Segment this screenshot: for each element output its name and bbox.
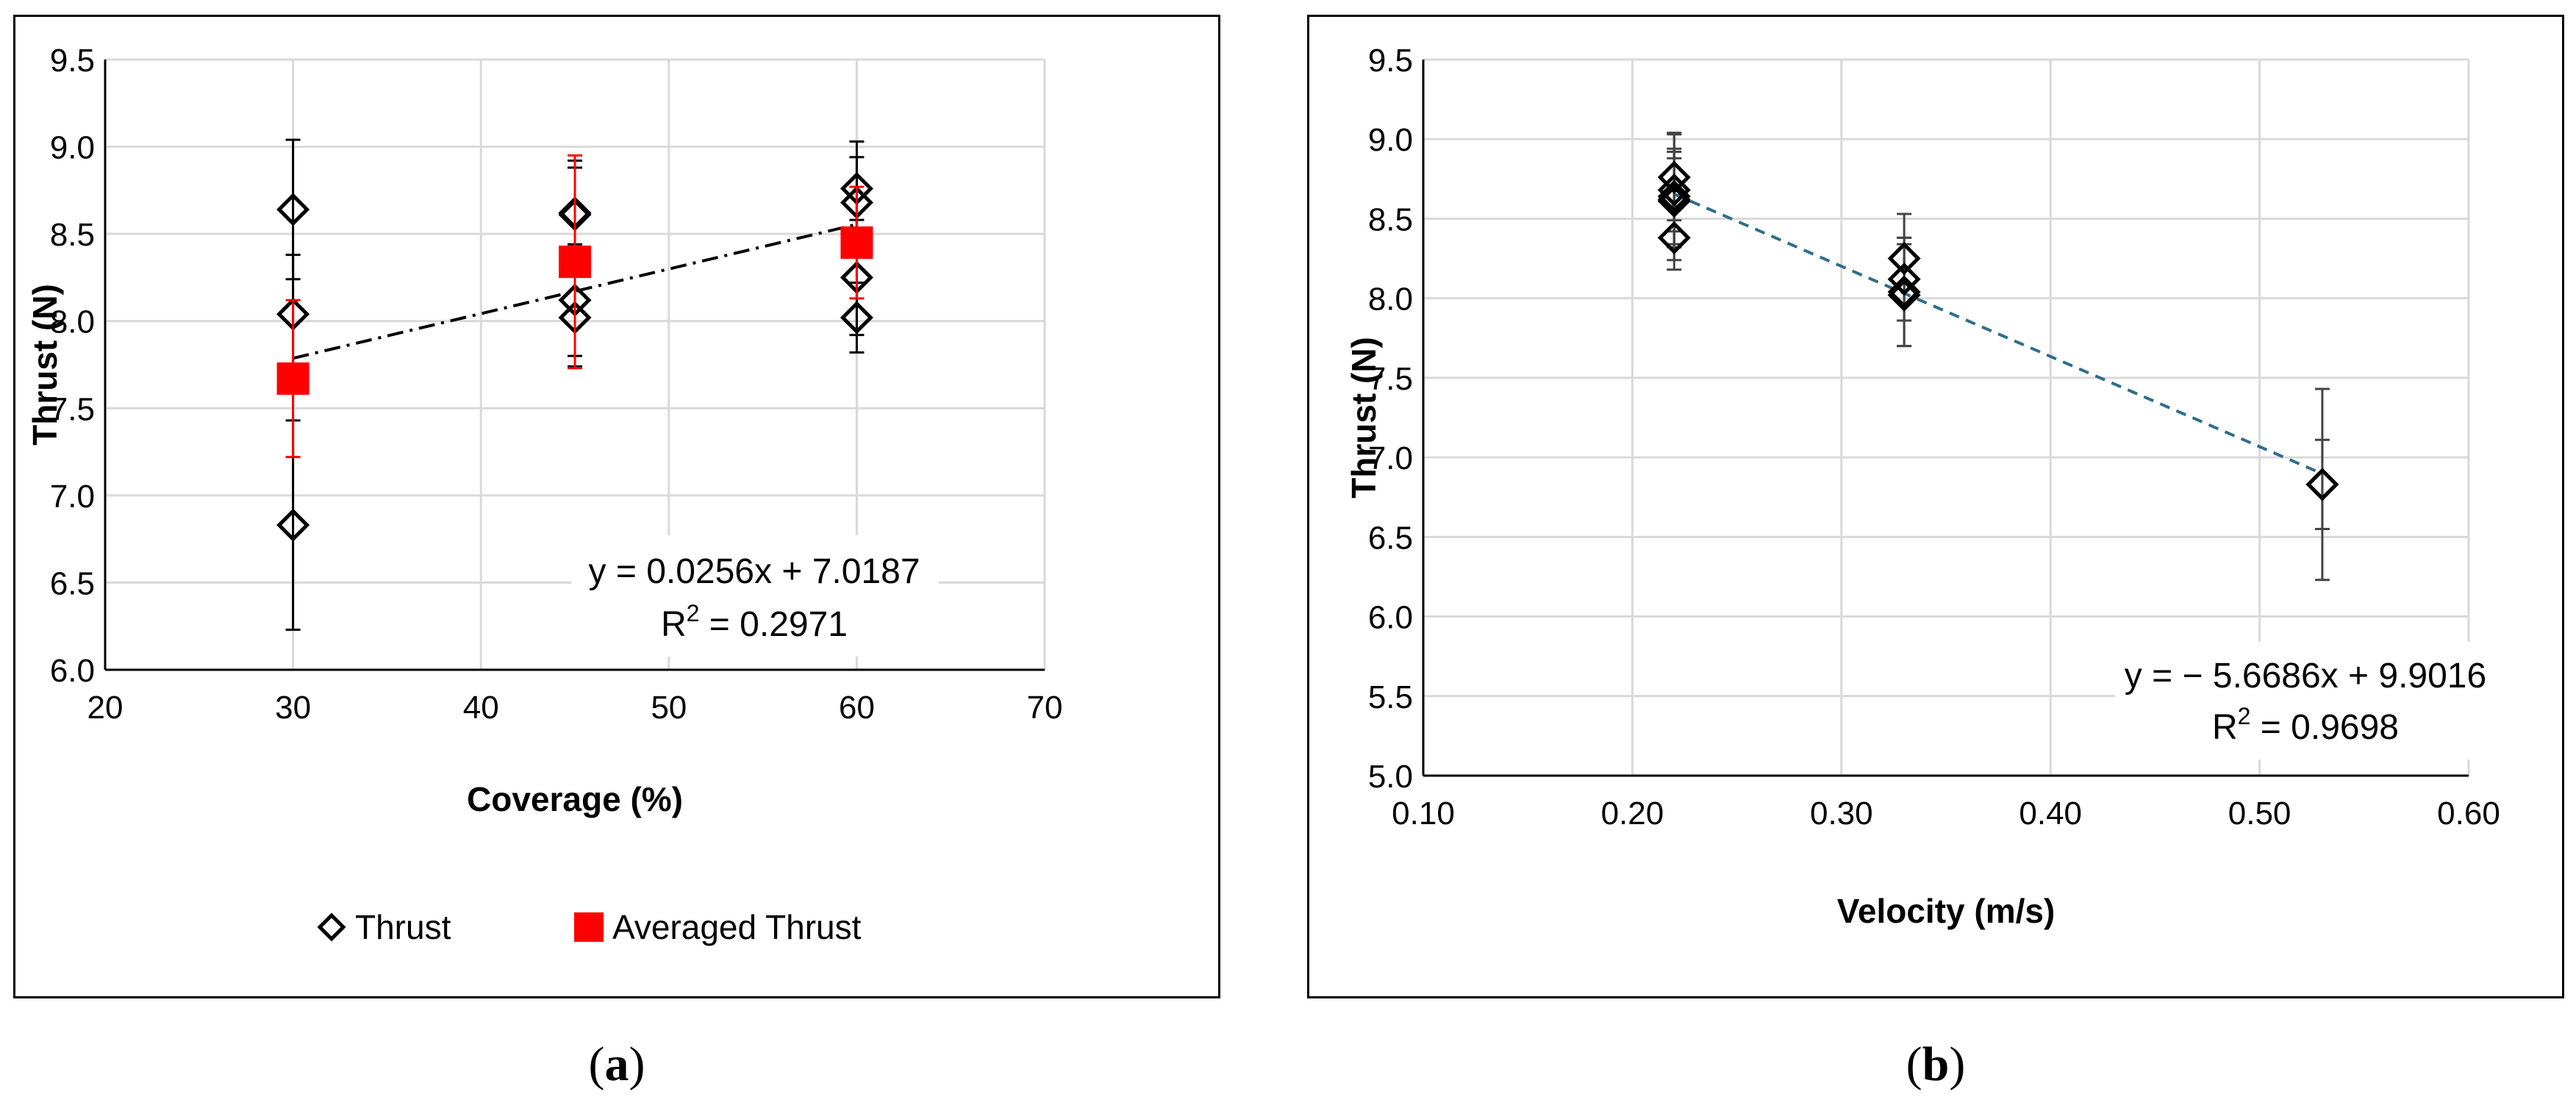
caption-b-open: (	[1906, 1037, 1922, 1091]
x-tick-label: 0.30	[1810, 796, 1873, 832]
x-tick-label: 0.60	[2437, 796, 2500, 832]
legend-label: Thrust	[355, 908, 451, 946]
legend-diamond-marker	[317, 912, 346, 942]
r-squared-value: = 0.2971	[699, 605, 848, 644]
y-tick-label: 6.5	[1368, 520, 1413, 556]
coverage-thrust-chart: 6.0 6.5 7.0 7.5 8.0 8.5 9.0 9.5 20 30 40 50 60 70 Cove…	[26, 43, 1063, 946]
x-tick-label: 50	[651, 690, 687, 726]
thrust-point	[840, 301, 873, 335]
r-squared-superscript: 2	[2238, 703, 2251, 729]
y-tick-label: 5.5	[1368, 679, 1413, 715]
y-tick-label: 9.0	[1368, 122, 1413, 158]
caption-b-close: )	[1949, 1037, 1966, 1091]
y-tick-label: 9.0	[50, 130, 95, 166]
equation-background	[2115, 642, 2497, 759]
thrust-point	[276, 508, 310, 542]
thrust-point	[1887, 262, 1921, 296]
y-tick-label: 8.0	[50, 304, 95, 340]
thrust-point	[1657, 173, 1691, 207]
thrust-point	[1657, 179, 1691, 213]
caption-b: (b)	[1906, 1037, 1966, 1093]
trendline	[1673, 193, 2323, 476]
caption-a-close: )	[629, 1037, 645, 1091]
y-tick-label: 8.5	[1368, 201, 1413, 237]
y-tick-label: 9.5	[50, 43, 95, 79]
x-tick-label: 0.10	[1392, 796, 1455, 832]
r-squared-superscript: 2	[687, 600, 700, 626]
x-tick-label: 0.40	[2019, 796, 2082, 832]
chart-panel-b: 5.0 5.5 6.0 6.5 7.0 7.5 8.0 8.5 9.0 9.5 0.10 0.20 0.…	[1307, 15, 2564, 998]
x-tick-label: 0.50	[2228, 796, 2291, 832]
y-tick-label: 5.0	[1368, 759, 1413, 795]
velocity-thrust-chart: 5.0 5.5 6.0 6.5 7.0 7.5 8.0 8.5 9.0 9.5 0.10 0.20 0.…	[1345, 43, 2500, 930]
y-tick-label: 9.5	[1368, 43, 1413, 79]
y-tick-label: 8.5	[50, 217, 95, 253]
x-tick-label: 0.20	[1601, 796, 1664, 832]
r-squared-label: R2 = 0.2971	[661, 600, 848, 644]
thrust-point	[1657, 221, 1691, 254]
y-axis-label: Thrust (N)	[26, 284, 64, 446]
y-tick-label: 7.5	[1368, 361, 1413, 397]
thrust-point	[2305, 468, 2339, 501]
x-axis-label: Coverage (%)	[467, 780, 683, 818]
averaged-thrust-point	[559, 246, 591, 279]
y-tick-label: 7.0	[50, 479, 95, 515]
x-tick-label: 40	[463, 690, 499, 726]
trendline-equation: y = 0.0256x + 7.0187	[588, 552, 920, 591]
legend-label: Averaged Thrust	[612, 908, 862, 946]
y-tick-label: 6.0	[50, 653, 95, 689]
thrust-point	[1887, 242, 1921, 276]
legend-square-marker	[574, 912, 604, 942]
x-tick-label: 30	[275, 690, 311, 726]
y-tick-label: 8.0	[1368, 282, 1413, 318]
trendline-equation: y = − 5.6686x + 9.9016	[2125, 657, 2486, 696]
thrust-point	[1657, 160, 1691, 194]
averaged-thrust-point	[276, 362, 310, 395]
caption-b-letter: b	[1922, 1037, 1950, 1091]
y-tick-label: 7.0	[1368, 440, 1413, 476]
series-averaged-thrust	[276, 154, 873, 459]
x-axis-label: Velocity (m/s)	[1837, 892, 2056, 930]
y-axis-label: Thrust (N)	[1345, 337, 1383, 498]
x-tick-label: 20	[87, 690, 124, 726]
averaged-thrust-point	[840, 226, 873, 259]
series-thrust	[1657, 132, 2339, 582]
x-tick-label: 60	[839, 690, 875, 726]
r-squared-prefix: R	[661, 605, 687, 644]
caption-a-open: (	[588, 1037, 605, 1091]
r-squared-prefix: R	[2212, 708, 2238, 747]
thrust-point	[1887, 278, 1921, 312]
chart-panel-a: 6.0 6.5 7.0 7.5 8.0 8.5 9.0 9.5 20 30 40 50 60 70 Cove…	[13, 15, 1220, 998]
thrust-point	[276, 193, 310, 226]
y-tick-label: 6.5	[50, 565, 95, 601]
caption-a: (a)	[589, 1037, 645, 1093]
caption-a-letter: a	[604, 1037, 629, 1091]
thrust-point	[1657, 185, 1691, 218]
x-tick-label: 70	[1027, 690, 1063, 726]
legend: Thrust Averaged Thrust	[317, 908, 862, 946]
equation-background	[571, 535, 939, 657]
thrust-point	[1887, 275, 1921, 309]
y-tick-label: 6.0	[1368, 600, 1413, 636]
r-squared-value: = 0.9698	[2250, 708, 2399, 747]
y-tick-label: 7.5	[50, 391, 95, 427]
r-squared-label: R2 = 0.9698	[2212, 703, 2399, 747]
